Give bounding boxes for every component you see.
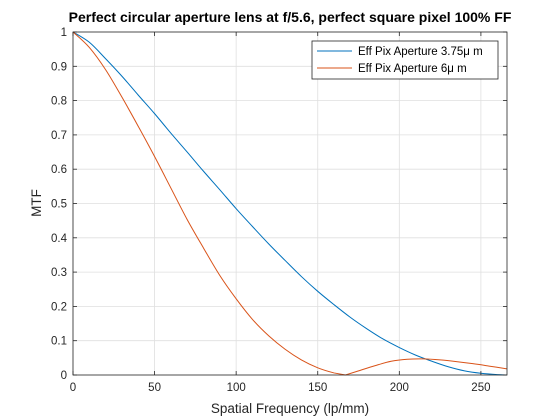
x-tick-label: 250 [471,382,490,394]
series-line-0 [72,31,508,376]
y-tick-label: 0.2 [51,301,67,313]
y-tick-label: 0.4 [51,233,68,245]
y-tick-label: 0.7 [51,130,67,142]
series-group [72,31,508,376]
y-axis-label: MTF [29,189,44,217]
x-tick-label: 0 [70,382,76,394]
y-tick-label: 0.5 [51,199,67,211]
legend-entry-1: Eff Pix Aperture 6μ m [358,63,467,75]
y-tick-label: 0.3 [51,267,67,279]
chart-title: Perfect circular aperture lens at f/5.6,… [69,9,512,25]
x-tick-label: 200 [390,382,409,394]
x-axis-label: Spatial Frequency (lp/mm) [211,401,369,416]
y-tick-label: 0 [61,370,67,382]
legend-entry-0: Eff Pix Aperture 3.75μ m [358,46,483,58]
y-tick-label: 0.8 [51,96,67,108]
y-tick-label: 0.6 [51,164,67,176]
legend-box [311,40,499,80]
x-tick-label: 100 [227,382,246,394]
legend: Eff Pix Aperture 3.75μ m Eff Pix Apertur… [311,40,499,80]
series-line-1 [72,31,508,376]
x-tick-label: 150 [308,382,327,394]
y-tick-label: 1 [61,27,67,39]
axis-ticks: 0 50 100 150 200 250 0 0.1 0.2 0.3 0.4 0.5 0.6 0.7 0.8… [51,27,507,394]
x-tick-label: 50 [148,382,161,394]
y-tick-label: 0.9 [51,61,67,73]
y-tick-label: 0.1 [51,336,67,348]
